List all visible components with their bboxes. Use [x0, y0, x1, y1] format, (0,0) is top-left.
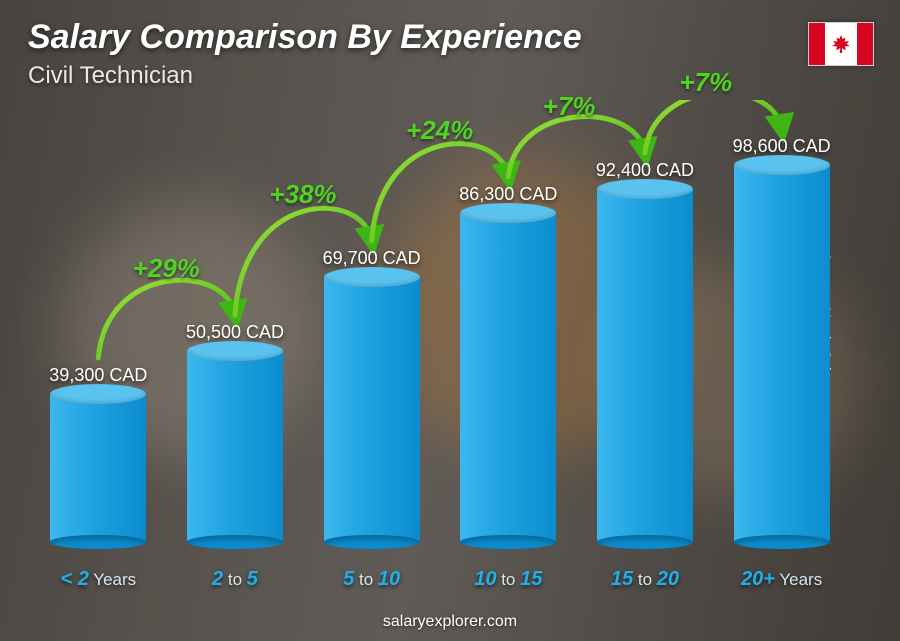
bar-body [324, 277, 420, 545]
bar: 69,700 CAD [312, 248, 432, 545]
bar-value-label: 92,400 CAD [596, 160, 694, 181]
footer-attribution: salaryexplorer.com [0, 613, 900, 631]
flag-mid [825, 23, 857, 65]
delta-label: +7% [679, 67, 732, 98]
bar: 92,400 CAD [585, 160, 705, 545]
x-axis-label: 15 to 20 [585, 568, 705, 591]
bar-body [187, 351, 283, 545]
x-axis-label: 10 to 15 [448, 568, 568, 591]
bar-value-label: 69,700 CAD [323, 248, 421, 269]
bar-value-label: 86,300 CAD [459, 184, 557, 205]
bar-value-label: 98,600 CAD [733, 136, 831, 157]
flag-left-band [809, 23, 825, 65]
bar-body [597, 189, 693, 545]
chart-area: 39,300 CAD 50,500 CAD 69,700 CAD 86,300 CAD… [30, 100, 850, 591]
bar-body [734, 165, 830, 545]
bar: 86,300 CAD [448, 184, 568, 545]
chart-subtitle: Civil Technician [28, 62, 193, 90]
bar: 39,300 CAD [38, 365, 158, 545]
bar-value-label: 50,500 CAD [186, 322, 284, 343]
bar: 50,500 CAD [175, 322, 295, 545]
bar: 98,600 CAD [722, 136, 842, 545]
country-flag-canada [808, 22, 874, 66]
x-axis: < 2 Years 2 to 5 5 to 10 10 to 15 15 to 20 20… [30, 568, 850, 591]
x-axis-label: 2 to 5 [175, 568, 295, 591]
bar-body [50, 394, 146, 545]
x-axis-label: 20+ Years [722, 568, 842, 591]
chart-canvas: Salary Comparison By Experience Civil Te… [0, 0, 900, 641]
x-axis-label: < 2 Years [38, 568, 158, 591]
bar-body [460, 213, 556, 545]
chart-title: Salary Comparison By Experience [28, 18, 582, 57]
maple-leaf-icon [831, 34, 851, 54]
bars-container: 39,300 CAD 50,500 CAD 69,700 CAD 86,300 CAD… [30, 100, 850, 545]
flag-right-band [857, 23, 873, 65]
bar-value-label: 39,300 CAD [49, 365, 147, 386]
x-axis-label: 5 to 10 [312, 568, 432, 591]
